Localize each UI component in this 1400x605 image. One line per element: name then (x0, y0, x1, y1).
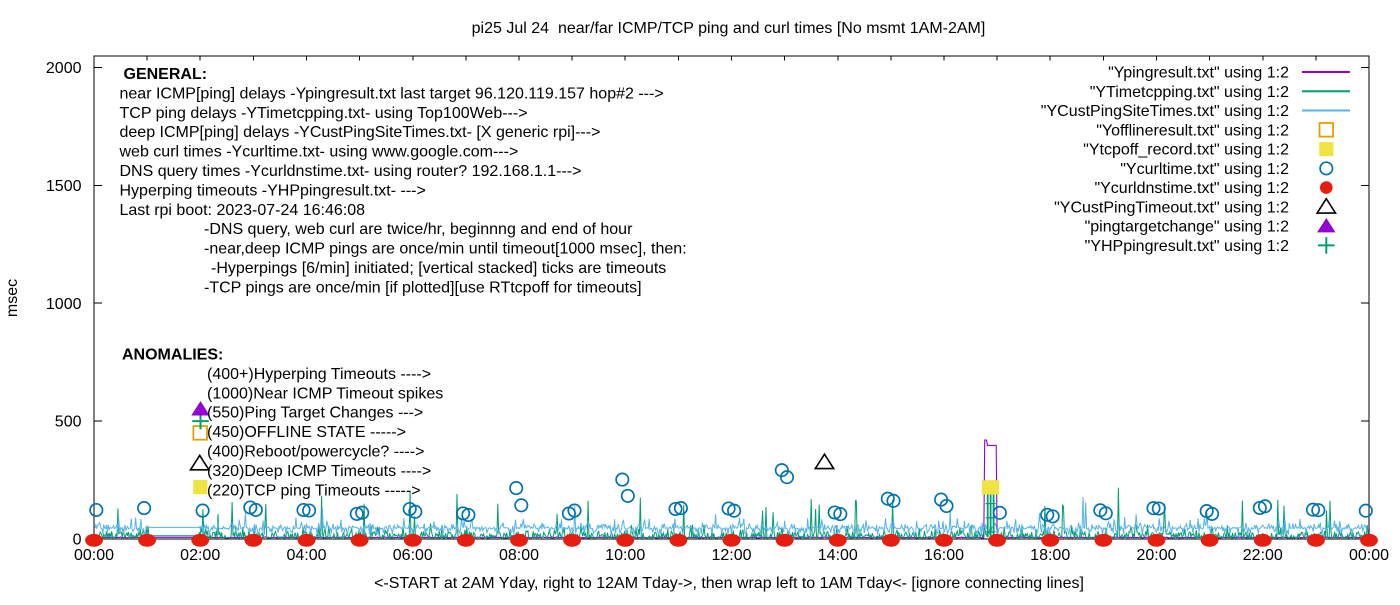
svg-text:pi25 Jul 24 near/far ICMP/TCP: pi25 Jul 24 near/far ICMP/TCP ping and c… (472, 20, 986, 37)
svg-text:22:00: 22:00 (1243, 547, 1283, 564)
svg-text:06:00: 06:00 (393, 547, 433, 564)
svg-text:10:00: 10:00 (605, 547, 645, 564)
svg-text:-DNS query, web curl are twice: -DNS query, web curl are twice/hr, begin… (204, 221, 633, 238)
svg-text:0: 0 (73, 532, 82, 549)
svg-text:1500: 1500 (46, 178, 82, 195)
svg-text:ANOMALIES:: ANOMALIES: (122, 347, 223, 364)
svg-text:Hyperping timeouts -YHPpingres: Hyperping timeouts -YHPpingresult.txt- -… (120, 182, 426, 199)
svg-text:20:00: 20:00 (1136, 547, 1176, 564)
svg-text:08:00: 08:00 (499, 547, 539, 564)
svg-text:"YHPpingresult.txt" using 1:2: "YHPpingresult.txt" using 1:2 (1085, 238, 1289, 255)
svg-text:2000: 2000 (46, 60, 82, 77)
svg-text:TCP ping delays -YTimetcpping.: TCP ping delays -YTimetcpping.txt- using… (120, 105, 528, 122)
svg-text:DNS query times -Ycurldnstime.: DNS query times -Ycurldnstime.txt- using… (120, 163, 582, 180)
svg-text:(550)Ping Target Changes --->: (550)Ping Target Changes ---> (207, 405, 423, 422)
svg-text:deep ICMP[ping] delays -YCustP: deep ICMP[ping] delays -YCustPingSiteTim… (120, 124, 601, 141)
svg-text:"YCustPingTimeout.txt" using 1: "YCustPingTimeout.txt" using 1:2 (1054, 199, 1289, 216)
svg-text:-TCP pings are once/min [if pl: -TCP pings are once/min [if plotted][use… (204, 279, 642, 296)
svg-text:(320)Deep ICMP Timeouts ---->: (320)Deep ICMP Timeouts ----> (207, 463, 431, 480)
svg-text:<-START at 2AM Yday, right to: <-START at 2AM Yday, right to 12AM Tday-… (374, 575, 1084, 592)
svg-text:"YCustPingSiteTimes.txt" using: "YCustPingSiteTimes.txt" using 1:2 (1041, 103, 1289, 120)
svg-text:16:00: 16:00 (924, 547, 964, 564)
svg-text:04:00: 04:00 (286, 547, 326, 564)
svg-text:00:00: 00:00 (74, 547, 114, 564)
svg-text:"YTimetcpping.txt" using 1:2: "YTimetcpping.txt" using 1:2 (1090, 84, 1289, 101)
svg-text:(400)Reboot/powercycle? ---->: (400)Reboot/powercycle? ----> (207, 444, 424, 461)
svg-text:14:00: 14:00 (818, 547, 858, 564)
svg-text:Last rpi boot: 2023-07-24 16:4: Last rpi boot: 2023-07-24 16:46:08 (120, 202, 366, 219)
svg-text:-Hyperpings [6/min] initiated;: -Hyperpings [6/min] initiated; [vertical… (211, 260, 666, 277)
svg-text:(220)TCP ping Timeouts ----->: (220)TCP ping Timeouts -----> (207, 482, 421, 499)
svg-text:"Ycurldnstime.txt" using 1:2: "Ycurldnstime.txt" using 1:2 (1094, 180, 1289, 197)
svg-text:12:00: 12:00 (711, 547, 751, 564)
svg-text:"Yofflineresult.txt" using 1:2: "Yofflineresult.txt" using 1:2 (1096, 122, 1289, 139)
svg-text:"Ytcpoff_record.txt" using 1:2: "Ytcpoff_record.txt" using 1:2 (1083, 142, 1289, 159)
svg-text:GENERAL:: GENERAL: (124, 66, 208, 83)
svg-text:web curl times -Ycurltime.txt-: web curl times -Ycurltime.txt- using www… (119, 144, 519, 161)
svg-text:"pingtargetchange" using 1:2: "pingtargetchange" using 1:2 (1085, 219, 1290, 236)
svg-text:18:00: 18:00 (1030, 547, 1070, 564)
svg-text:02:00: 02:00 (180, 547, 220, 564)
svg-text:00:00: 00:00 (1349, 547, 1389, 564)
svg-text:500: 500 (55, 414, 82, 431)
svg-text:(450)OFFLINE STATE ----->: (450)OFFLINE STATE -----> (207, 424, 406, 441)
svg-text:near ICMP[ping] delays -Ypingr: near ICMP[ping] delays -Ypingresult.txt … (120, 85, 664, 102)
svg-text:"Ycurltime.txt" using 1:2: "Ycurltime.txt" using 1:2 (1120, 161, 1289, 178)
svg-text:1000: 1000 (46, 296, 82, 313)
svg-text:msec: msec (4, 279, 21, 317)
svg-text:(1000)Near ICMP Timeout spikes: (1000)Near ICMP Timeout spikes (207, 385, 443, 402)
svg-text:"Ypingresult.txt" using 1:2: "Ypingresult.txt" using 1:2 (1108, 65, 1289, 82)
svg-text:(400+)Hyperping Timeouts ---->: (400+)Hyperping Timeouts ----> (207, 366, 431, 383)
svg-text:-near,deep ICMP pings are once: -near,deep ICMP pings are once/min until… (204, 241, 687, 258)
